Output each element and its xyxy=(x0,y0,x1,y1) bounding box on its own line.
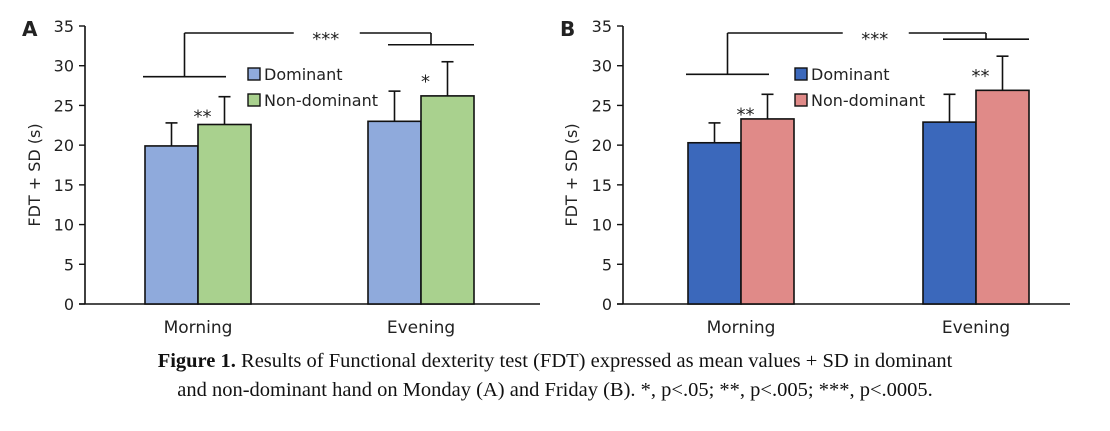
bar-morning-non-dominant xyxy=(197,123,252,305)
panel-label: B xyxy=(560,17,575,41)
bar-evening-dominant xyxy=(367,120,422,305)
y-tick-label: 10 xyxy=(592,216,612,235)
legend-label: Dominant xyxy=(264,65,343,84)
y-tick-label: 35 xyxy=(592,17,612,36)
y-axis-label: FDT + SD (s) xyxy=(562,123,581,226)
y-tick-label: 0 xyxy=(602,295,612,314)
legend-label: Non-dominant xyxy=(264,91,378,110)
legend-label: Dominant xyxy=(811,65,890,84)
bar-evening-dominant xyxy=(922,121,977,305)
y-tick-label: 5 xyxy=(64,255,74,274)
y-tick-label: 10 xyxy=(54,216,74,235)
caption-text-1: Results of Functional dexterity test (FD… xyxy=(235,350,953,372)
legend-swatch xyxy=(247,67,261,81)
panel-label: A xyxy=(22,17,38,41)
legend-swatch xyxy=(247,93,261,107)
bar-evening-non-dominant xyxy=(975,89,1030,305)
y-tick-label: 20 xyxy=(54,136,74,155)
x-tick-label: Morning xyxy=(707,318,776,338)
legend-swatch xyxy=(794,93,808,107)
bar-morning-dominant xyxy=(687,141,742,305)
caption-line-2: and non-dominant hand on Monday (A) and … xyxy=(177,379,933,401)
bar-morning-dominant xyxy=(144,145,199,305)
y-tick-label: 15 xyxy=(54,176,74,195)
y-tick-label: 30 xyxy=(54,57,74,76)
y-tick-label: 35 xyxy=(54,17,74,36)
figure-caption: Figure 1. Results of Functional dexterit… xyxy=(0,347,1110,405)
y-tick-label: 5 xyxy=(602,255,612,274)
x-tick-label: Morning xyxy=(164,318,233,338)
bar-morning-non-dominant xyxy=(740,118,795,305)
y-tick-label: 30 xyxy=(592,57,612,76)
figure-panels: A 0 5 10 15 20 25 30 35 FDT + SD (s) Morning Evenin… xyxy=(22,17,1070,338)
y-axis-label: FDT + SD (s) xyxy=(25,123,44,226)
significance-marker-between: *** xyxy=(861,29,888,50)
y-tick-label: 25 xyxy=(54,96,74,115)
y-tick-label: 25 xyxy=(592,96,612,115)
significance-marker: ** xyxy=(737,104,755,125)
significance-marker: ** xyxy=(194,107,212,128)
caption-line-1: Figure 1. Results of Functional dexterit… xyxy=(0,347,1110,376)
bar-evening-non-dominant xyxy=(420,95,475,305)
chart-panel-a: A 0 5 10 15 20 25 30 35 FDT + SD (s) Morning Evenin… xyxy=(22,17,540,338)
caption-label: Figure 1. xyxy=(157,350,236,372)
y-tick-label: 0 xyxy=(64,295,74,314)
chart-panel-b: B 0 5 10 15 20 25 30 35 FDT + SD (s) Morning Evenin… xyxy=(560,17,1070,338)
y-tick-label: 15 xyxy=(592,176,612,195)
significance-marker-between: *** xyxy=(312,29,339,50)
x-tick-label: Evening xyxy=(387,318,455,338)
legend-label: Non-dominant xyxy=(811,91,925,110)
y-tick-label: 20 xyxy=(592,136,612,155)
significance-marker: ** xyxy=(972,66,990,87)
x-tick-label: Evening xyxy=(942,318,1010,338)
significance-marker: * xyxy=(421,72,430,93)
legend-swatch xyxy=(794,67,808,81)
